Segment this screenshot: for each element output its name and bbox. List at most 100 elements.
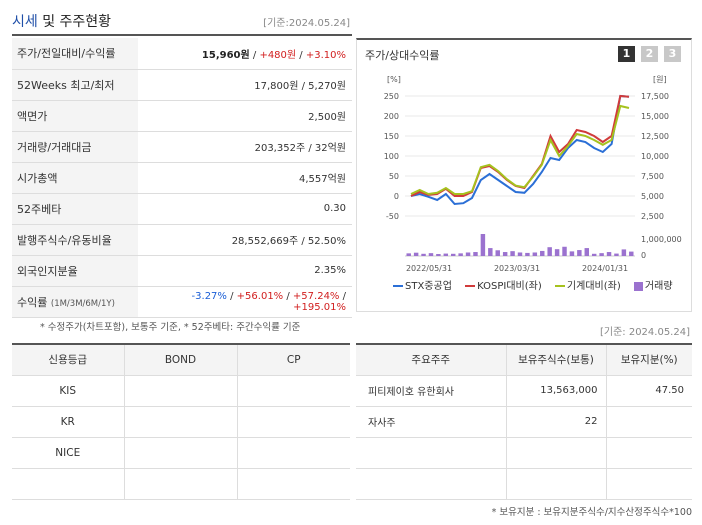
holder-pct — [605, 405, 692, 438]
price-change: +480원 — [259, 49, 297, 61]
right-tick-label: 7,500 — [641, 172, 664, 181]
legend-label-kospi: KOSPI대비(좌) — [477, 281, 542, 292]
info-row-volume: 거래량/거래대금 203,352주 / 32억원 — [12, 131, 352, 163]
info-row-price: 주가/전일대비/수익률 15,960원 / +480원 / +3.10% — [12, 38, 352, 70]
credit-header-bond: BOND — [123, 344, 238, 376]
returns-label: 수익률 (1M/3M/6M/1Y) — [12, 286, 138, 318]
credit-bond-cell — [123, 467, 238, 500]
legend-label-volume: 거래량 — [644, 281, 673, 292]
holder-shares: 13,563,000 — [505, 374, 607, 407]
beta-value: 0.30 — [138, 193, 352, 225]
volume-label: 거래량/거래대금 — [12, 131, 138, 163]
stock-info-table: 주가/전일대비/수익률 15,960원 / +480원 / +3.10% 52W… — [12, 38, 352, 318]
volume-bar — [436, 254, 441, 256]
volume-tick-label: 1,000,000 — [641, 235, 682, 244]
info-row-mcap: 시가총액 4,557억원 — [12, 162, 352, 194]
credit-header-cp: CP — [236, 344, 350, 376]
left-tick-label: -50 — [386, 212, 399, 221]
holders-header-shares: 보유주식수(보통) — [505, 344, 607, 376]
volume-bar — [488, 248, 493, 256]
weeks52-value: 17,800원 / 5,270원 — [138, 69, 352, 101]
face-value: 2,500원 — [138, 100, 352, 132]
returns-label-text: 수익률 — [17, 295, 48, 309]
holder-shares: 22 — [505, 405, 607, 438]
volume-bar — [606, 252, 612, 256]
credit-agency-nice: NICE — [12, 436, 125, 469]
price-rate: +3.10% — [305, 49, 346, 61]
chart-legend: STX중공업 KOSPI대비(좌) 기계대비(좌) 거래량 — [393, 280, 683, 294]
volume-bar — [451, 253, 456, 256]
credit-agency-kr: KR — [12, 405, 125, 438]
x-tick-label: 2022/05/31 — [406, 264, 452, 273]
volume-bar — [458, 253, 463, 256]
price-current: 15,960원 — [201, 49, 250, 61]
left-axis-unit: [%] — [387, 75, 401, 84]
right-tick-label: 2,500 — [641, 212, 664, 221]
credit-bond-cell — [123, 436, 238, 469]
volume-bar — [532, 252, 538, 256]
info-footnote: * 수정주가(차트포함), 보통주 기준, * 52주베타: 주간수익률 기준 — [40, 322, 301, 333]
info-row-shares: 발행주식수/유동비율 28,552,669주 / 52.50% — [12, 224, 352, 256]
holders-header-pct: 보유지분(%) — [605, 344, 692, 376]
volume-value: 203,352주 / 32억원 — [138, 131, 352, 163]
info-row-returns: 수익률 (1M/3M/6M/1Y) -3.27% / +56.01% / +57… — [12, 286, 352, 318]
holders-header-name: 주요주주 — [356, 344, 507, 376]
credit-header-rating: 신용등급 — [12, 344, 125, 376]
table-row: 피티제이호 유한회사 13,563,000 47.50 — [356, 374, 692, 407]
volume-bar — [413, 252, 419, 256]
chart-tab-3[interactable]: 3 — [664, 46, 681, 62]
credit-cp-cell — [236, 405, 350, 438]
volume-bar — [562, 246, 567, 256]
volume-bar — [629, 251, 634, 256]
left-tick-label: 200 — [384, 112, 399, 121]
series-line-0 — [410, 94, 630, 206]
credit-agency-empty — [12, 467, 125, 500]
table-row: NICE — [12, 436, 350, 469]
foreign-label: 외국인지분율 — [12, 255, 138, 287]
volume-bar — [421, 253, 426, 256]
holder-pct — [605, 467, 692, 500]
info-row-beta: 52주베타 0.30 — [12, 193, 352, 225]
holder-pct: 47.50 — [605, 374, 692, 407]
stock-overview-header: 시세 및 주주현황 [기준:2024.05.24] — [12, 8, 352, 36]
legend-swatch-machine — [554, 285, 565, 287]
volume-bar — [517, 252, 523, 256]
title-rest: 및 주주현황 — [37, 14, 112, 30]
left-tick-label: 250 — [384, 92, 399, 101]
volume-bar — [569, 251, 575, 256]
volume-bar — [428, 253, 434, 256]
table-row — [356, 467, 692, 500]
chart-tab-1[interactable]: 1 — [618, 46, 635, 62]
volume-bar — [591, 253, 597, 256]
holder-name — [356, 467, 507, 500]
legend-item-stx: STX중공업 — [393, 280, 452, 294]
volume-bar — [525, 252, 530, 256]
volume-bar — [540, 250, 545, 256]
mcap-value: 4,557억원 — [138, 162, 352, 194]
beta-label: 52주베타 — [12, 193, 138, 225]
holder-name: 피티제이호 유한회사 — [356, 374, 507, 407]
mcap-label: 시가총액 — [12, 162, 138, 194]
credit-bond-cell — [123, 374, 238, 407]
table-row: 자사주 22 — [356, 405, 692, 438]
chart-tab-2[interactable]: 2 — [641, 46, 658, 62]
holder-shares — [505, 436, 607, 469]
left-tick-label: 150 — [384, 132, 399, 141]
volume-bar — [480, 234, 486, 256]
table-row — [12, 467, 350, 500]
volume-bar — [547, 247, 552, 256]
volume-bar — [510, 251, 515, 256]
returns-label-sub: (1M/3M/6M/1Y) — [50, 298, 115, 309]
credit-header-row: 신용등급 BOND CP — [12, 344, 350, 376]
left-tick-label: 100 — [384, 152, 399, 161]
credit-rating-table: 신용등급 BOND CP KIS KR NICE — [12, 343, 350, 500]
volume-zero-label: 0 — [641, 251, 646, 260]
right-tick-label: 17,500 — [641, 92, 669, 101]
series-line-2 — [410, 104, 630, 196]
face-label: 액면가 — [12, 100, 138, 132]
price-relative-chart: [%] [원] 250 200 150 100 50 0 -50 17,500 15,000 12,5… — [384, 75, 682, 273]
info-row-52weeks: 52Weeks 최고/최저 17,800원 / 5,270원 — [12, 69, 352, 101]
legend-swatch-kospi — [465, 285, 476, 287]
right-tick-label: 15,000 — [641, 112, 669, 121]
legend-item-kospi: KOSPI대비(좌) — [465, 280, 542, 294]
